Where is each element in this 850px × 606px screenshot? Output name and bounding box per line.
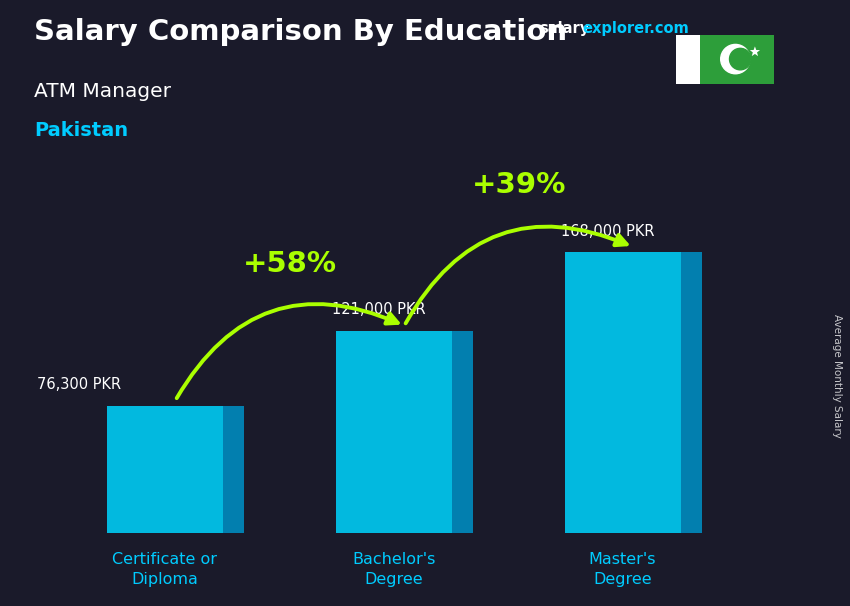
- Polygon shape: [451, 331, 473, 533]
- Text: salary: salary: [540, 21, 590, 36]
- Polygon shape: [750, 47, 760, 56]
- Circle shape: [729, 48, 751, 70]
- Text: explorer.com: explorer.com: [582, 21, 689, 36]
- Circle shape: [721, 44, 750, 74]
- Text: +39%: +39%: [472, 171, 566, 199]
- Text: 76,300 PKR: 76,300 PKR: [37, 377, 122, 392]
- Polygon shape: [681, 252, 702, 533]
- Polygon shape: [223, 405, 244, 533]
- Bar: [700, 35, 774, 84]
- Text: Salary Comparison By Education: Salary Comparison By Education: [34, 18, 567, 46]
- Text: ATM Manager: ATM Manager: [34, 82, 171, 101]
- Text: Pakistan: Pakistan: [34, 121, 128, 140]
- Polygon shape: [336, 331, 451, 533]
- Text: +58%: +58%: [243, 250, 337, 278]
- Polygon shape: [106, 405, 223, 533]
- Text: Average Monthly Salary: Average Monthly Salary: [832, 314, 842, 438]
- Text: 168,000 PKR: 168,000 PKR: [560, 224, 654, 239]
- Text: 121,000 PKR: 121,000 PKR: [332, 302, 425, 318]
- Bar: [676, 35, 700, 84]
- Polygon shape: [564, 252, 681, 533]
